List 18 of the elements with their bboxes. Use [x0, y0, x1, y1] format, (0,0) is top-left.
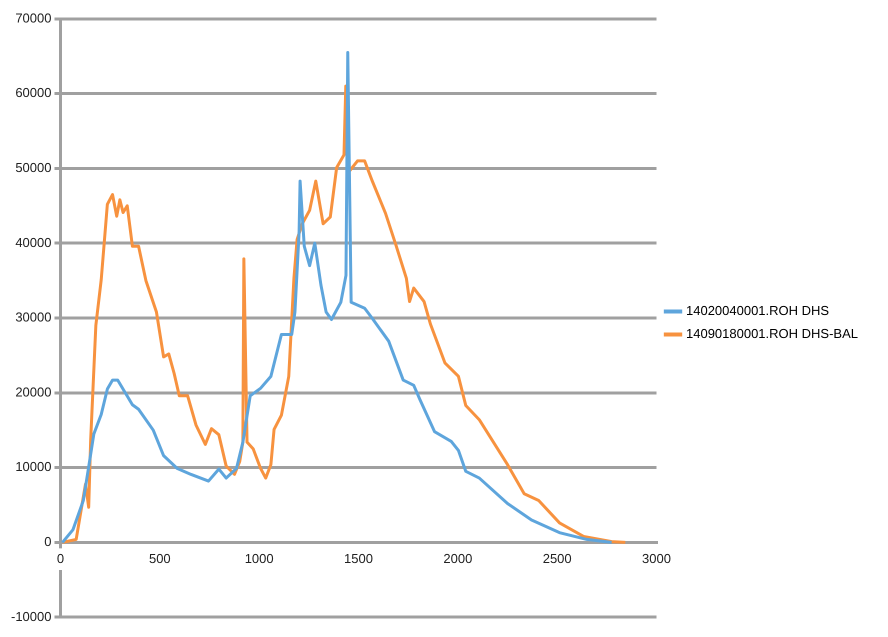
y-tick-label: 50000	[15, 160, 52, 175]
y-tick-label: 20000	[15, 384, 52, 400]
y-tick-label: 10000	[15, 459, 52, 474]
x-tick-label: 1500	[344, 550, 373, 566]
x-tick-label: 500	[148, 550, 171, 566]
y-tick-label: -10000	[10, 608, 52, 624]
x-tick-label: 1000	[244, 550, 274, 566]
x-tick-label: 0	[56, 550, 64, 566]
y-tick-label: 40000	[15, 234, 52, 250]
legend-label: 14020040001.ROH DHS	[686, 303, 830, 318]
y-tick-label: 60000	[15, 85, 52, 100]
legend-label: 14090180001.ROH DHS-BAL	[686, 326, 858, 342]
y-tick-label: 70000	[15, 10, 52, 26]
x-tick-label: 2500	[542, 550, 572, 566]
y-tick-label: 30000	[15, 310, 52, 325]
y-tick-label: 0	[44, 534, 52, 549]
x-tick-label: 2000	[443, 550, 472, 566]
x-tick-label: 3000	[642, 550, 671, 566]
